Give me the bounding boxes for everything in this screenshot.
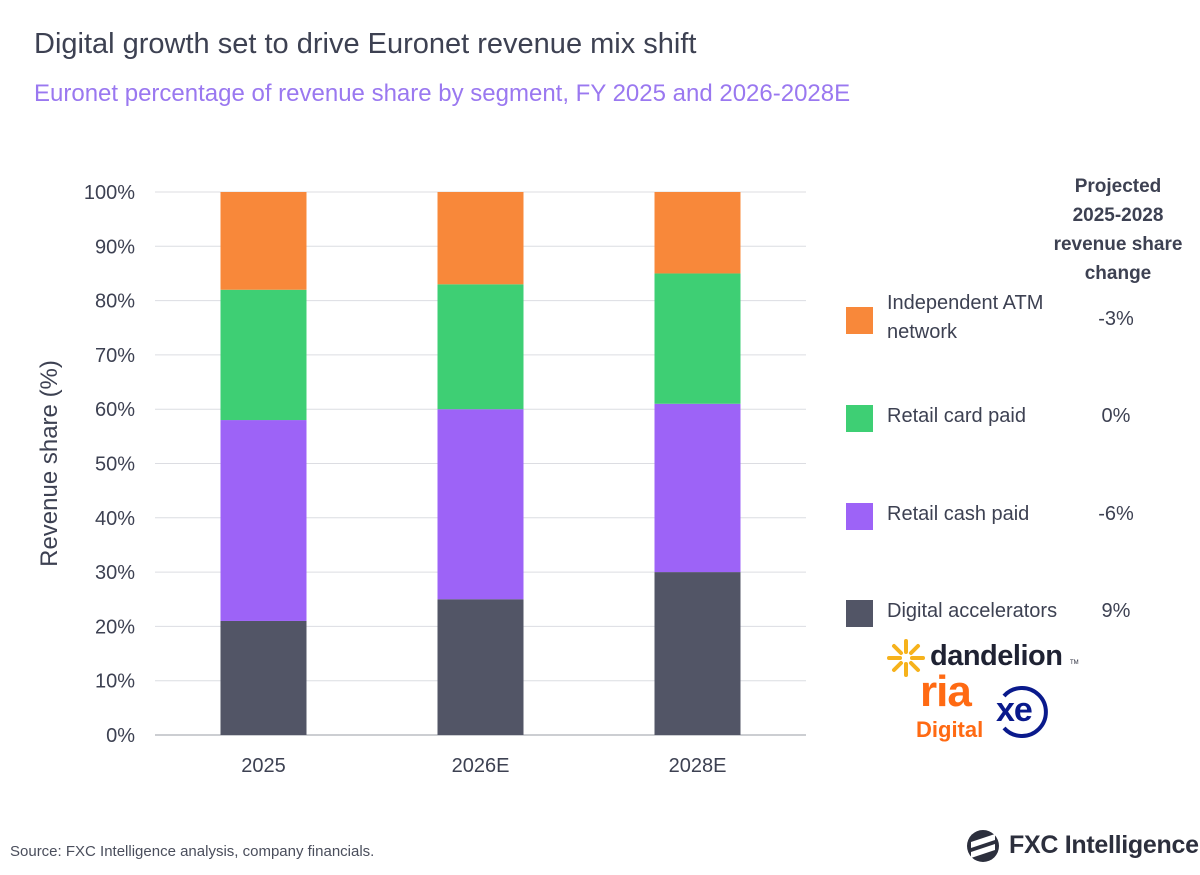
bar-segment xyxy=(220,420,307,621)
dandelion-wordmark: dandelion xyxy=(930,640,1063,672)
legend-label: Retail cash paid xyxy=(887,503,1030,525)
legend-heading-line: revenue share xyxy=(1053,234,1183,255)
y-tick-label: 60% xyxy=(95,399,135,421)
y-axis-label: Revenue share (%) xyxy=(36,360,63,567)
bar-segment xyxy=(654,572,741,735)
bar-segment xyxy=(437,284,524,410)
bar-segment xyxy=(220,192,307,290)
legend-label: Digital accelerators xyxy=(887,600,1058,622)
bar-segment xyxy=(654,403,741,573)
y-tick-label: 100% xyxy=(84,182,135,204)
y-tick-label: 70% xyxy=(95,345,135,367)
fxc-intelligence-logo: FXC Intelligence xyxy=(965,828,1199,864)
bar-segment xyxy=(437,409,524,600)
bar-segment xyxy=(437,599,524,735)
legend-change-value: 0% xyxy=(1101,405,1131,427)
y-tick-label: 0% xyxy=(106,725,135,747)
xe-ring-icon xyxy=(1002,686,1048,738)
y-tick-label: 30% xyxy=(95,562,135,584)
xe-wordmark: xe xyxy=(996,691,1033,729)
bar-segment xyxy=(220,289,307,421)
ria-wordmark: ria xyxy=(920,667,972,716)
legend-swatch xyxy=(846,307,873,334)
y-tick-label: 10% xyxy=(95,671,135,693)
legend-label: Retail card paid xyxy=(887,405,1026,427)
chart-subtitle: Euronet percentage of revenue share by s… xyxy=(34,80,851,107)
legend-label-line: Independent ATM xyxy=(887,292,1044,314)
legend-heading-line: Projected xyxy=(1074,176,1162,197)
ria-digital-wordmark: Digital xyxy=(916,717,984,742)
bar-segment xyxy=(437,192,524,285)
y-tick-label: 20% xyxy=(95,616,135,638)
y-tick-label: 50% xyxy=(95,454,135,476)
chart-title: Digital growth set to drive Euronet reve… xyxy=(34,28,697,60)
legend-heading-line: change xyxy=(1084,263,1152,284)
y-tick-label: 40% xyxy=(95,508,135,530)
source-note: Source: FXC Intelligence analysis, compa… xyxy=(10,843,375,860)
legend-heading-line: 2025-2028 xyxy=(1072,205,1164,226)
bar-segment xyxy=(654,192,741,274)
x-tick-label: 2025 xyxy=(241,755,286,777)
legend-heading: Projected 2025-2028 revenue share change xyxy=(1036,172,1200,288)
bar-segment xyxy=(654,273,741,404)
dandelion-logo: dandelion TM xyxy=(886,638,1086,678)
y-tick-label: 90% xyxy=(95,236,135,258)
legend-swatch xyxy=(846,503,873,530)
fxc-wordmark: FXC Intelligence xyxy=(1009,831,1199,859)
bar-segment xyxy=(220,620,307,735)
y-tick-label: 80% xyxy=(95,291,135,313)
dandelion-burst-icon xyxy=(887,639,925,677)
legend-change-value: 9% xyxy=(1101,600,1131,622)
fxc-mark-icon xyxy=(967,830,999,862)
legend-label: Independent ATM network xyxy=(887,289,1043,347)
ria-digital-logo: ria Digital xyxy=(914,670,994,746)
legend-swatch xyxy=(846,405,873,432)
legend-swatch xyxy=(846,600,873,627)
legend-change-value: -6% xyxy=(1098,503,1134,525)
x-tick-label: 2028E xyxy=(669,755,727,777)
dandelion-trademark: TM xyxy=(1070,660,1079,666)
legend-change-value: -3% xyxy=(1098,308,1134,330)
x-tick-label: 2026E xyxy=(452,755,510,777)
legend-label-line: network xyxy=(887,321,958,343)
xe-logo: xe xyxy=(992,686,1056,738)
